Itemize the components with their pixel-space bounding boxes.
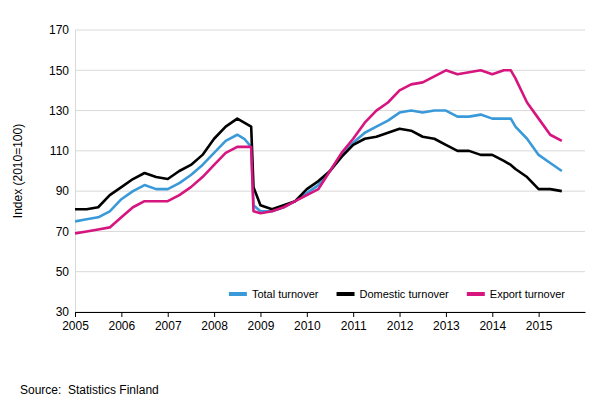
x-tick-label: 2007: [155, 319, 182, 333]
series-line: [75, 70, 562, 233]
x-tick-mark: [75, 312, 76, 317]
x-tick: 2014: [479, 312, 506, 333]
x-tick-label: 2011: [341, 319, 367, 333]
y-tick-label: 90: [56, 184, 70, 198]
y-tick: 70: [56, 225, 75, 239]
x-tick: 2012: [387, 312, 414, 333]
plot: 30 50 70 90 110 130 150 170 2005 2006 2007 2008 2009…: [49, 23, 586, 332]
legend-swatch: [229, 292, 247, 296]
y-tick-label: 30: [56, 305, 70, 319]
x-tick-label: 2010: [294, 319, 321, 333]
x-tick-mark: [168, 312, 169, 317]
series-line: [75, 119, 562, 210]
grid-line: [75, 30, 585, 31]
x-tick-mark: [492, 312, 493, 317]
legend-item: Total turnover: [229, 288, 319, 300]
x-axis-line: [76, 312, 586, 313]
legend-item: Domestic turnover: [337, 288, 450, 300]
y-tick-label: 110: [50, 144, 69, 158]
x-tick: 2011: [341, 312, 367, 333]
grid-line: [75, 110, 585, 111]
y-tick-label: 130: [49, 104, 69, 118]
y-axis-line: [75, 31, 76, 313]
x-tick-label: 2012: [387, 319, 414, 333]
legend-box: [217, 280, 577, 308]
legend: Total turnover Domestic turnover Export tu…: [217, 280, 577, 308]
legend-label: Domestic turnover: [360, 288, 450, 300]
y-axis: 30 50 70 90 110 130 150 170: [49, 23, 76, 319]
x-tick-mark: [214, 312, 215, 317]
x-tick: 2009: [248, 312, 275, 333]
y-tick: 130: [49, 104, 75, 118]
x-tick: 2010: [294, 312, 321, 333]
x-tick-mark: [353, 312, 354, 317]
x-tick-mark: [121, 312, 122, 317]
x-tick-label: 2005: [62, 319, 89, 333]
x-tick: 2006: [109, 312, 136, 333]
legend-item: Export turnover: [467, 288, 566, 300]
x-tick-mark: [260, 312, 261, 317]
x-tick-label: 2014: [479, 319, 506, 333]
x-tick: 2013: [433, 312, 460, 333]
x-tick-mark: [446, 312, 447, 317]
x-tick-mark: [307, 312, 308, 317]
series-line: [75, 111, 562, 222]
grid-line: [75, 312, 585, 313]
y-tick-label: 50: [56, 265, 70, 279]
lines: [75, 70, 562, 233]
y-tick: 50: [56, 265, 75, 279]
grid-line: [75, 271, 585, 272]
x-axis: 2005 2006 2007 2008 2009 2010 2011 2012 2013 2014…: [62, 312, 585, 333]
x-tick-mark: [400, 312, 401, 317]
x-tick-label: 2013: [433, 319, 460, 333]
grid: [75, 30, 585, 312]
y-tick-label: 150: [49, 64, 69, 78]
y-tick: 170: [49, 23, 75, 37]
x-tick-label: 2015: [526, 319, 553, 333]
source-note: Source: Statistics Finland: [20, 383, 159, 397]
x-tick: 2005: [62, 312, 89, 333]
y-tick-label: 70: [56, 225, 70, 239]
legend-swatch: [337, 292, 355, 296]
y-tick-label: 170: [49, 23, 69, 37]
x-tick: 2015: [526, 312, 553, 333]
legend-swatch: [467, 292, 485, 296]
grid-line: [75, 231, 585, 232]
grid-line: [75, 150, 585, 151]
x-tick: 2008: [201, 312, 228, 333]
y-axis-title: Index (2010=100): [11, 124, 25, 218]
grid-line: [75, 191, 585, 192]
y-tick: 150: [49, 64, 75, 78]
y-tick: 110: [50, 144, 75, 158]
legend-label: Export turnover: [490, 288, 566, 300]
chart: 30 50 70 90 110 130 150 170 2005 2006 2007 2008 2009…: [0, 0, 605, 416]
x-tick: 2007: [155, 312, 182, 333]
x-tick-mark: [539, 312, 540, 317]
x-tick-label: 2006: [109, 319, 136, 333]
legend-label: Total turnover: [252, 288, 319, 300]
x-tick-label: 2009: [248, 319, 275, 333]
y-tick: 30: [56, 305, 75, 319]
x-tick-label: 2008: [201, 319, 228, 333]
y-tick: 90: [56, 184, 75, 198]
